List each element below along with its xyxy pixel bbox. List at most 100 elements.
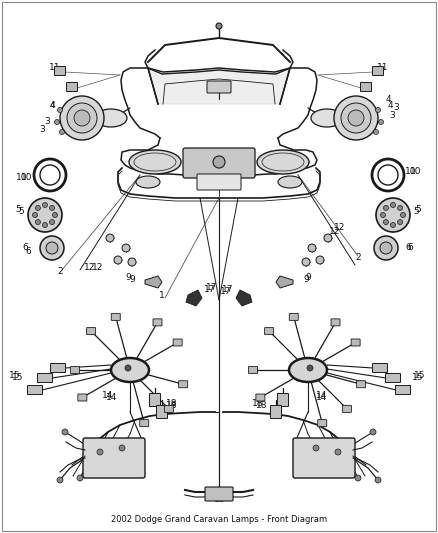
Ellipse shape [136, 176, 160, 188]
FancyBboxPatch shape [331, 319, 340, 326]
Circle shape [307, 365, 313, 371]
Circle shape [348, 110, 364, 126]
Text: 9: 9 [129, 276, 135, 285]
Text: 14: 14 [106, 393, 118, 402]
Text: 17: 17 [206, 284, 218, 293]
Text: 6: 6 [22, 244, 28, 253]
Text: 3: 3 [389, 110, 395, 119]
FancyBboxPatch shape [173, 339, 182, 346]
Ellipse shape [278, 176, 302, 188]
FancyBboxPatch shape [71, 367, 80, 374]
Circle shape [106, 234, 114, 242]
FancyBboxPatch shape [207, 81, 231, 93]
FancyBboxPatch shape [87, 328, 95, 335]
Text: 2002 Dodge Grand Caravan Lamps - Front Diagram: 2002 Dodge Grand Caravan Lamps - Front D… [111, 515, 327, 524]
Text: 10: 10 [405, 167, 417, 176]
FancyBboxPatch shape [278, 393, 289, 407]
Polygon shape [186, 290, 202, 306]
Polygon shape [276, 276, 293, 288]
Circle shape [97, 449, 103, 455]
FancyBboxPatch shape [50, 364, 66, 373]
Circle shape [35, 220, 40, 224]
Text: 10: 10 [21, 174, 33, 182]
Circle shape [128, 258, 136, 266]
Text: 6: 6 [405, 244, 411, 253]
Circle shape [375, 477, 381, 483]
Text: 2: 2 [57, 268, 63, 277]
Circle shape [40, 236, 64, 260]
Circle shape [35, 205, 40, 211]
FancyBboxPatch shape [54, 67, 66, 76]
FancyBboxPatch shape [183, 148, 255, 178]
Circle shape [213, 156, 225, 168]
Circle shape [376, 198, 410, 232]
Ellipse shape [111, 358, 149, 382]
FancyBboxPatch shape [83, 438, 145, 478]
FancyBboxPatch shape [111, 313, 120, 320]
Circle shape [67, 103, 97, 133]
Circle shape [341, 103, 371, 133]
Circle shape [57, 477, 63, 483]
Text: 17: 17 [220, 287, 232, 296]
FancyBboxPatch shape [164, 406, 173, 413]
Text: 15: 15 [412, 374, 424, 383]
Text: 9: 9 [125, 273, 131, 282]
Text: 9: 9 [305, 273, 311, 282]
Ellipse shape [311, 109, 343, 127]
Polygon shape [148, 68, 290, 104]
Circle shape [335, 449, 341, 455]
Text: 6: 6 [407, 244, 413, 253]
FancyBboxPatch shape [156, 406, 167, 418]
Circle shape [49, 205, 55, 211]
Ellipse shape [129, 150, 181, 174]
FancyBboxPatch shape [67, 83, 78, 92]
Text: 5: 5 [413, 207, 419, 216]
Text: 18: 18 [166, 400, 178, 409]
Circle shape [370, 429, 376, 435]
Circle shape [381, 213, 385, 217]
Text: 17: 17 [222, 286, 234, 295]
Text: 14: 14 [316, 391, 328, 400]
Circle shape [114, 256, 122, 264]
Polygon shape [145, 276, 162, 288]
Text: 18: 18 [256, 400, 268, 409]
Circle shape [302, 258, 310, 266]
Circle shape [378, 119, 384, 125]
Text: 3: 3 [39, 125, 45, 134]
Text: 4: 4 [49, 101, 55, 109]
Text: 4: 4 [385, 95, 391, 104]
FancyBboxPatch shape [78, 394, 87, 401]
FancyBboxPatch shape [205, 487, 233, 501]
Text: 12: 12 [329, 228, 341, 237]
Ellipse shape [257, 150, 309, 174]
Circle shape [375, 108, 381, 112]
FancyBboxPatch shape [385, 374, 400, 383]
Text: 5: 5 [18, 207, 24, 216]
FancyBboxPatch shape [140, 419, 149, 426]
Circle shape [46, 242, 58, 254]
FancyBboxPatch shape [351, 339, 360, 346]
Circle shape [125, 365, 131, 371]
Circle shape [42, 222, 47, 228]
Text: 4: 4 [49, 101, 55, 109]
Circle shape [313, 445, 319, 451]
Text: 1: 1 [159, 290, 165, 300]
Circle shape [122, 244, 130, 252]
Circle shape [42, 203, 47, 207]
Text: 12: 12 [84, 263, 95, 272]
FancyBboxPatch shape [343, 406, 351, 413]
FancyBboxPatch shape [149, 393, 160, 407]
Circle shape [391, 203, 396, 207]
Text: 12: 12 [334, 223, 346, 232]
Circle shape [60, 96, 104, 140]
Text: 4: 4 [387, 101, 393, 109]
Circle shape [28, 198, 62, 232]
Circle shape [355, 475, 361, 481]
Circle shape [57, 108, 63, 112]
Circle shape [53, 213, 57, 217]
Circle shape [216, 23, 222, 29]
FancyBboxPatch shape [179, 381, 187, 387]
FancyBboxPatch shape [265, 328, 274, 335]
Text: 9: 9 [303, 276, 309, 285]
FancyBboxPatch shape [153, 319, 162, 326]
